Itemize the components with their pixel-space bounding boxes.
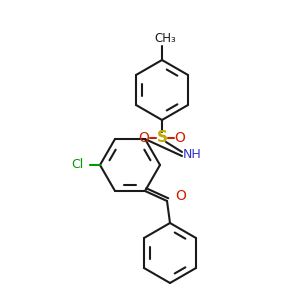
Text: S: S: [157, 130, 167, 146]
Text: O: O: [175, 131, 185, 145]
Text: O: O: [175, 189, 186, 203]
Text: NH: NH: [183, 148, 202, 160]
Text: O: O: [139, 131, 149, 145]
Text: CH₃: CH₃: [154, 32, 176, 45]
Text: Cl: Cl: [72, 158, 84, 172]
